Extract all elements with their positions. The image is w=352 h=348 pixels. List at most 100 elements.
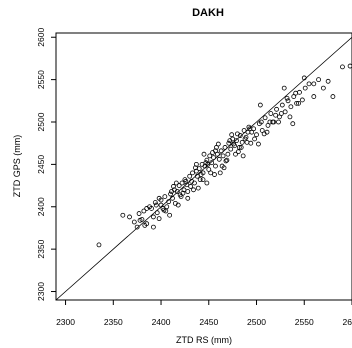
data-point (306, 81, 312, 87)
data-point (187, 173, 193, 179)
data-point (244, 139, 250, 145)
data-point (120, 212, 126, 218)
data-point (221, 165, 227, 171)
data-point (233, 151, 238, 157)
y-tick-label: 2350 (36, 239, 46, 258)
data-point (198, 172, 204, 177)
data-point (201, 151, 207, 157)
data-point (213, 148, 218, 154)
y-axis-label: ZTD GPS (mm) (12, 135, 22, 198)
data-point (171, 184, 176, 189)
data-point (278, 111, 284, 116)
data-point (287, 114, 293, 120)
y-axis-ticks: 2300 2350 2400 2450 2500 2550 2600 (36, 28, 56, 301)
data-point (311, 94, 317, 99)
data-point (252, 136, 258, 142)
data-point (311, 81, 317, 87)
x-tick-label: 2300 (56, 317, 75, 327)
data-point (204, 180, 210, 186)
data-point (297, 89, 302, 95)
data-point (222, 145, 228, 150)
plot-frame (55, 32, 352, 301)
data-point (241, 128, 247, 133)
data-point (205, 161, 211, 167)
data-point (204, 157, 210, 163)
data-point (217, 170, 223, 176)
data-point (261, 131, 267, 137)
data-point (249, 129, 255, 135)
data-point (175, 202, 181, 208)
data-point (162, 194, 168, 199)
data-point (200, 177, 206, 183)
data-point (137, 217, 143, 223)
data-point (347, 63, 352, 69)
data-point (174, 189, 180, 194)
data-point (273, 112, 279, 118)
data-point (153, 202, 159, 208)
data-point (141, 208, 147, 214)
data-point (158, 197, 164, 203)
y-tick-label: 2500 (36, 112, 46, 131)
y-tick-label: 2550 (36, 70, 46, 89)
data-point (213, 163, 218, 169)
data-point (154, 210, 160, 216)
data-point (144, 206, 150, 211)
chart-title: DAKH (192, 7, 224, 19)
data-point (231, 141, 237, 147)
data-point (152, 200, 158, 205)
data-point (229, 132, 235, 138)
data-point (302, 85, 308, 91)
x-tick-label: 2450 (199, 317, 218, 327)
data-point (170, 195, 175, 201)
data-point (168, 191, 173, 197)
x-axis-ticks: 2300 2350 2400 2450 2500 2550 2600 (56, 300, 352, 327)
data-point (166, 199, 172, 205)
data-point (238, 145, 244, 150)
data-point (127, 214, 132, 220)
data-point (193, 161, 199, 167)
data-point (227, 138, 233, 144)
data-point (142, 223, 148, 228)
reference-line (55, 36, 352, 301)
data-point (220, 153, 226, 159)
data-point (134, 224, 140, 230)
data-point (281, 85, 287, 91)
data-point (149, 206, 154, 211)
data-point (150, 224, 156, 230)
data-point (218, 148, 224, 154)
data-point (208, 170, 214, 176)
data-point (226, 140, 232, 146)
data-point (215, 141, 221, 147)
reference-line-layer (55, 36, 352, 301)
data-point (188, 184, 194, 189)
data-point (236, 145, 242, 150)
data-point (340, 64, 345, 70)
x-tick-label: 2350 (104, 317, 123, 327)
x-axis-label: ZTD RS (mm) (176, 335, 232, 345)
data-point (224, 157, 230, 163)
y-tick-label: 2600 (36, 28, 46, 47)
data-point (197, 177, 203, 183)
data-point (235, 131, 240, 137)
data-point (262, 115, 268, 121)
data-point (301, 75, 307, 81)
data-point (234, 138, 239, 144)
data-point (223, 158, 229, 164)
data-point (274, 106, 279, 112)
data-point (268, 111, 274, 116)
data-point (282, 109, 288, 115)
data-point (180, 190, 186, 196)
y-tick-label: 2400 (36, 197, 46, 216)
data-point (276, 119, 281, 125)
data-point (228, 146, 234, 152)
data-point (256, 141, 261, 147)
data-point (150, 214, 156, 220)
data-point (216, 156, 222, 162)
x-tick-label: 2500 (247, 317, 266, 327)
data-point (164, 204, 170, 210)
data-point (270, 119, 276, 125)
x-tick-label: 2400 (152, 317, 171, 327)
data-point (239, 139, 245, 145)
data-point (192, 180, 197, 186)
